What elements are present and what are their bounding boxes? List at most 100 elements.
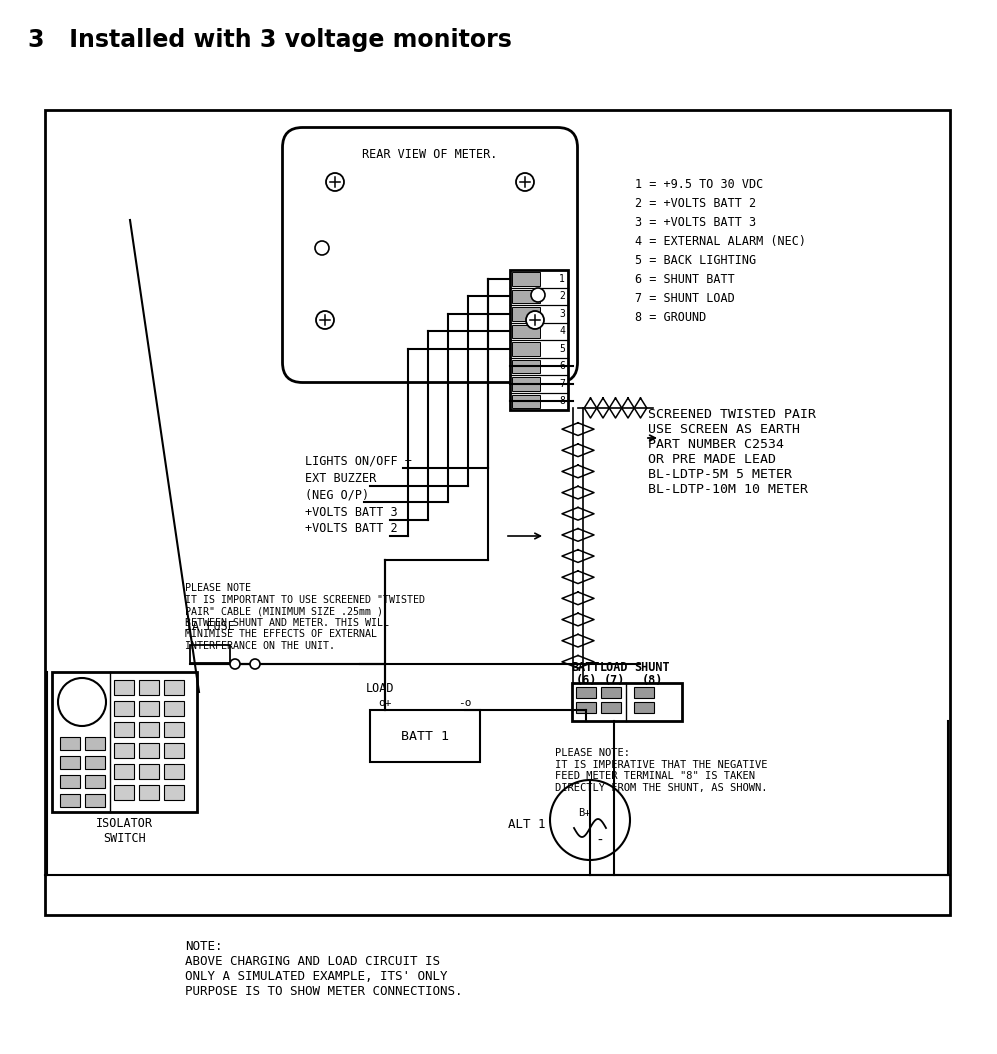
FancyBboxPatch shape (282, 128, 577, 383)
Circle shape (250, 659, 260, 669)
Bar (576, 687, 596, 698)
Text: NOTE:
ABOVE CHARGING AND LOAD CIRCUIT IS
ONLY A SIMULATED EXAMPLE, ITS' ONLY
PUR: NOTE: ABOVE CHARGING AND LOAD CIRCUIT IS… (185, 940, 463, 998)
Bar (139, 785, 159, 800)
Circle shape (58, 678, 106, 726)
Text: ISOLATOR
SWITCH: ISOLATOR SWITCH (96, 817, 153, 845)
Bar (139, 764, 159, 779)
Text: SHUNT: SHUNT (634, 661, 670, 674)
Bar (601, 702, 621, 713)
Circle shape (230, 659, 240, 669)
Bar (164, 701, 184, 716)
Bar (576, 702, 596, 713)
Bar (512, 272, 540, 286)
Bar (164, 785, 184, 800)
Text: (7): (7) (603, 674, 625, 687)
Text: LIGHTS ON/OFF +: LIGHTS ON/OFF + (305, 454, 412, 467)
Bar (512, 359, 540, 373)
Circle shape (531, 288, 545, 302)
Text: 4: 4 (559, 327, 565, 336)
Text: 6 = SHUNT BATT: 6 = SHUNT BATT (635, 273, 735, 286)
Bar (114, 764, 134, 779)
Text: 5: 5 (559, 344, 565, 354)
Bar (370, 710, 480, 762)
Bar (85, 794, 105, 807)
Text: 1A FUSE: 1A FUSE (185, 620, 235, 633)
Text: +VOLTS BATT 3: +VOLTS BATT 3 (305, 506, 398, 519)
Circle shape (550, 780, 630, 860)
Text: o+: o+ (378, 698, 392, 708)
Bar (70, 690, 94, 714)
Bar (634, 702, 654, 713)
Text: +VOLTS BATT 2: +VOLTS BATT 2 (305, 522, 398, 535)
Text: B+: B+ (578, 808, 590, 818)
Circle shape (516, 173, 534, 191)
Bar (114, 743, 134, 758)
Text: 8 = GROUND: 8 = GROUND (635, 311, 706, 324)
Text: LOAD: LOAD (600, 661, 628, 674)
Bar (512, 394, 540, 408)
Bar (512, 377, 540, 390)
Bar (634, 687, 654, 698)
Text: -o: -o (459, 698, 472, 708)
Bar (85, 756, 105, 769)
Text: 2: 2 (559, 291, 565, 301)
Bar (60, 737, 80, 750)
Text: PLEASE NOTE:
IT IS IMPERATIVE THAT THE NEGATIVE
FEED METER TERMINAL "8" IS TAKEN: PLEASE NOTE: IT IS IMPERATIVE THAT THE N… (555, 748, 768, 793)
Text: 7 = SHUNT LOAD: 7 = SHUNT LOAD (635, 292, 735, 305)
Bar (139, 680, 159, 695)
Bar (510, 270, 568, 410)
Text: 1: 1 (559, 274, 565, 284)
Text: 7: 7 (559, 378, 565, 389)
Text: 1 = +9.5 TO 30 VDC: 1 = +9.5 TO 30 VDC (635, 178, 764, 191)
Bar (164, 764, 184, 779)
Text: REAR VIEW OF METER.: REAR VIEW OF METER. (362, 148, 498, 161)
Text: 5 = BACK LIGHTING: 5 = BACK LIGHTING (635, 254, 756, 267)
Bar (60, 794, 80, 807)
Text: ALT 1: ALT 1 (507, 819, 545, 832)
Text: (6): (6) (575, 674, 596, 687)
Bar (190, 645, 230, 663)
Bar (512, 290, 540, 302)
Text: SCREENED TWISTED PAIR
USE SCREEN AS EARTH
PART NUMBER C2534
OR PRE MADE LEAD
BL-: SCREENED TWISTED PAIR USE SCREEN AS EART… (648, 408, 816, 496)
Bar (85, 737, 105, 750)
Bar (114, 785, 134, 800)
Text: -: - (597, 834, 602, 848)
Bar (45, 110, 950, 915)
Bar (512, 341, 540, 355)
Bar (164, 743, 184, 758)
Text: 3 = +VOLTS BATT 3: 3 = +VOLTS BATT 3 (635, 216, 756, 229)
Bar (52, 672, 197, 812)
Text: (8): (8) (641, 674, 663, 687)
Circle shape (326, 173, 344, 191)
Bar (164, 680, 184, 695)
Text: EXT BUZZER: EXT BUZZER (305, 472, 376, 485)
Bar (85, 775, 105, 788)
Text: PLEASE NOTE
IT IS IMPORTANT TO USE SCREENED "TWISTED
PAIR" CABLE (MINIMUM SIZE .: PLEASE NOTE IT IS IMPORTANT TO USE SCREE… (185, 583, 425, 651)
Circle shape (526, 311, 544, 329)
Bar (164, 722, 184, 737)
Bar (60, 756, 80, 769)
Text: 4 = EXTERNAL ALARM (NEC): 4 = EXTERNAL ALARM (NEC) (635, 235, 806, 248)
Circle shape (315, 241, 329, 255)
Bar (512, 325, 540, 338)
Text: 6: 6 (559, 362, 565, 371)
Bar (114, 680, 134, 695)
Circle shape (316, 311, 334, 329)
Text: 8: 8 (559, 396, 565, 406)
Bar (572, 683, 682, 721)
Bar (601, 687, 621, 698)
Text: BATT 1: BATT 1 (401, 729, 449, 742)
Bar (114, 701, 134, 716)
Text: 2 = +VOLTS BATT 2: 2 = +VOLTS BATT 2 (635, 197, 756, 210)
Bar (139, 743, 159, 758)
Bar (139, 701, 159, 716)
Text: LOAD: LOAD (366, 682, 394, 695)
Bar (60, 775, 80, 788)
Bar (139, 722, 159, 737)
Bar (512, 307, 540, 320)
Text: (NEG O/P): (NEG O/P) (305, 488, 369, 501)
Text: BATT: BATT (571, 661, 600, 674)
Text: 3   Installed with 3 voltage monitors: 3 Installed with 3 voltage monitors (28, 28, 511, 52)
Bar (114, 722, 134, 737)
Text: 3: 3 (559, 309, 565, 318)
